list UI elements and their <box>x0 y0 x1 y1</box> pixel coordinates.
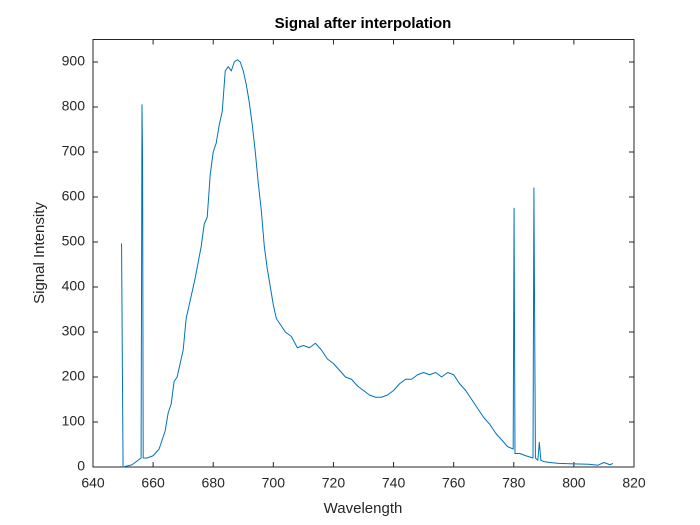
x-tick-label: 740 <box>382 475 406 491</box>
axes-box <box>92 39 635 468</box>
x-tick-label: 700 <box>262 475 286 491</box>
x-tick-label: 800 <box>562 475 586 491</box>
signal-line <box>121 59 614 468</box>
x-tick-label: 660 <box>141 475 165 491</box>
x-tick-label: 680 <box>202 475 226 491</box>
x-tick-label: 640 <box>81 475 105 491</box>
y-tick-label: 0 <box>77 458 85 474</box>
y-tick-label: 800 <box>62 98 86 114</box>
y-tick-label: 400 <box>62 278 86 294</box>
y-tick-label: 200 <box>62 368 86 384</box>
x-tick-label: 780 <box>502 475 526 491</box>
y-tick-label: 100 <box>62 413 86 429</box>
y-tick-label: 700 <box>62 143 86 159</box>
x-tick-label: 720 <box>322 475 346 491</box>
y-axis-label: Signal Intensity <box>31 202 48 304</box>
x-axis-label: Wavelength <box>324 500 403 517</box>
y-tick-label: 300 <box>62 323 86 339</box>
y-tick-label: 500 <box>62 233 86 249</box>
x-tick-label: 820 <box>622 475 646 491</box>
y-tick-label: 900 <box>62 53 86 69</box>
chart-title: Signal after interpolation <box>275 15 452 32</box>
y-tick-label: 600 <box>62 188 86 204</box>
x-tick-label: 760 <box>442 475 466 491</box>
